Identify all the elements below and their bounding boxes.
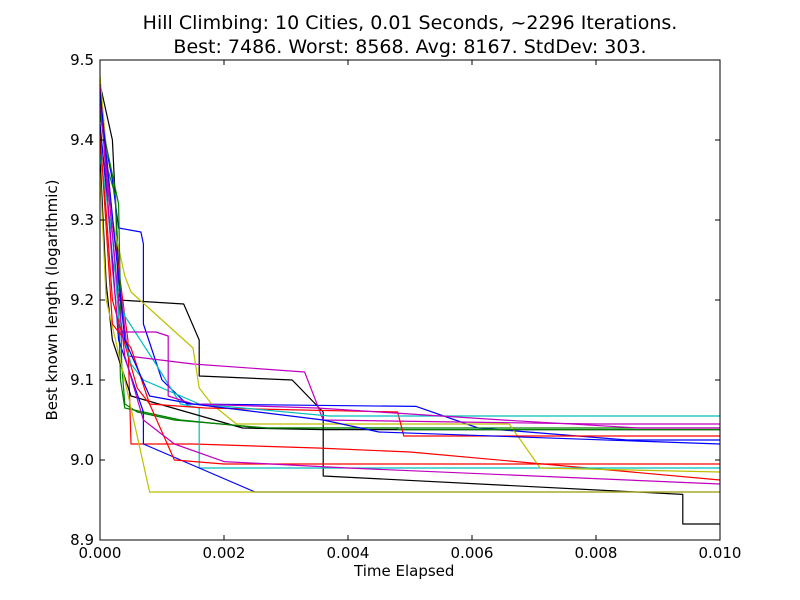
series-line-8 bbox=[99, 155, 720, 431]
x-tick-label: 0.008 bbox=[575, 544, 618, 562]
series-line-2 bbox=[99, 83, 720, 441]
y-tick-label: 9.5 bbox=[70, 51, 94, 69]
y-axis: 8.9 9.0 9.1 9.2 9.3 9.4 9.5 bbox=[70, 51, 720, 549]
y-tick-label: 9.3 bbox=[70, 211, 94, 229]
series-line-1 bbox=[99, 83, 720, 525]
x-axis: 0.000 0.002 0.004 0.006 0.008 0.010 bbox=[79, 60, 742, 562]
series-line-9 bbox=[99, 123, 720, 493]
y-tick-label: 9.0 bbox=[70, 451, 94, 469]
series-line-16 bbox=[99, 99, 721, 485]
y-tick-label: 8.9 bbox=[70, 531, 94, 549]
y-tick-label: 9.4 bbox=[70, 131, 94, 149]
series-lines bbox=[99, 75, 721, 525]
x-tick-label: 0.002 bbox=[203, 544, 246, 562]
series-line-13 bbox=[99, 83, 720, 429]
chart-title-line-2: Best: 7486. Worst: 8568. Avg: 8167. StdD… bbox=[173, 36, 647, 58]
y-tick-label: 9.2 bbox=[70, 291, 94, 309]
x-tick-label: 0.000 bbox=[79, 544, 122, 562]
x-tick-label: 0.006 bbox=[451, 544, 494, 562]
series-line-10 bbox=[99, 115, 720, 431]
series-line-14 bbox=[99, 171, 720, 493]
chart-title-line-1: Hill Climbing: 10 Cities, 0.01 Seconds, … bbox=[142, 12, 678, 34]
series-line-3 bbox=[99, 107, 720, 429]
series-line-6 bbox=[99, 91, 720, 425]
series-line-12 bbox=[99, 155, 720, 417]
x-tick-label: 0.004 bbox=[327, 544, 370, 562]
series-line-17 bbox=[99, 91, 721, 445]
series-line-15 bbox=[99, 131, 720, 465]
y-axis-label: Best known length (logarithmic) bbox=[43, 179, 61, 421]
series-line-4 bbox=[99, 83, 721, 481]
y-tick-label: 9.1 bbox=[70, 371, 94, 389]
series-line-11 bbox=[99, 139, 720, 437]
series-line-7 bbox=[99, 75, 721, 473]
x-tick-label: 0.010 bbox=[699, 544, 742, 562]
x-axis-label: Time Elapsed bbox=[354, 562, 455, 580]
